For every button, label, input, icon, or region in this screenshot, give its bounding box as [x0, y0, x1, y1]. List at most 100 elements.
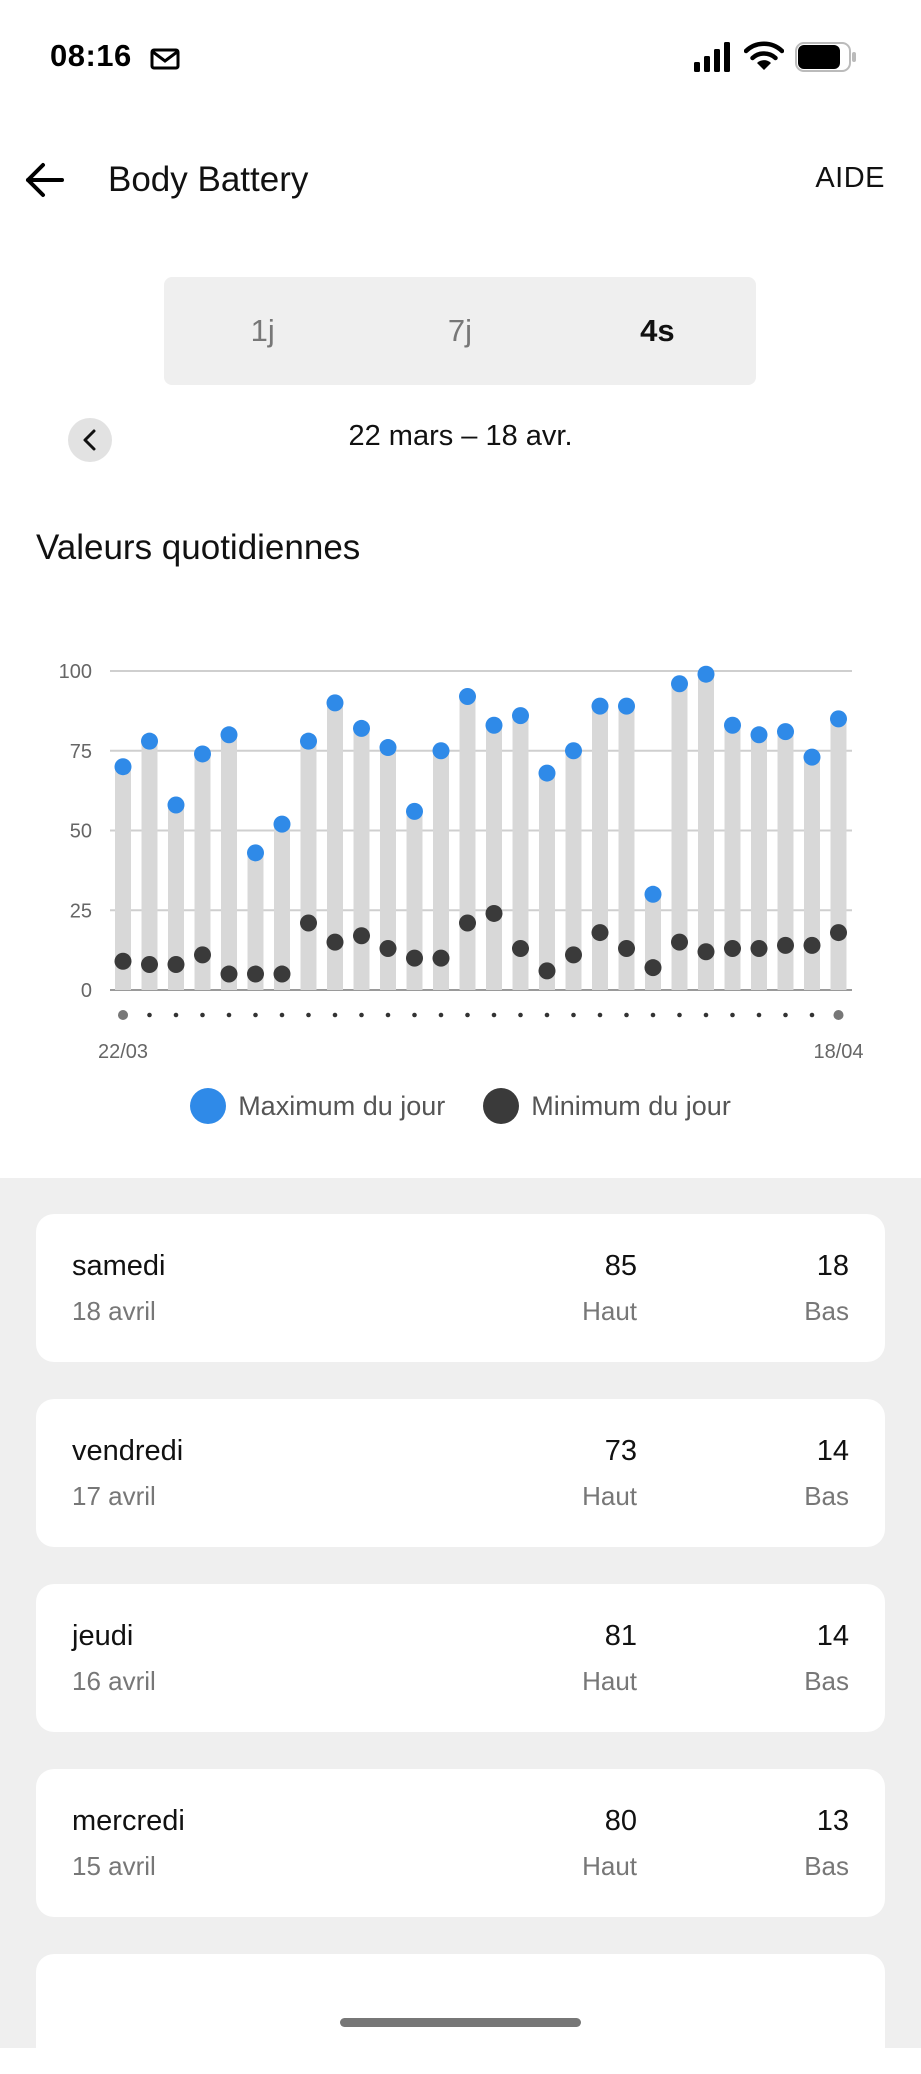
min-point [485, 904, 503, 922]
max-point [803, 748, 821, 766]
date-range: 22 mars – 18 avr. [348, 420, 573, 452]
max-point [353, 719, 370, 737]
battery-icon [795, 42, 856, 72]
y-tick-label: 25 [70, 900, 92, 922]
min-point [141, 955, 158, 973]
day-card[interactable]: vendredi 17 avril 73 Haut 14 Bas [36, 1399, 885, 1547]
max-point [485, 716, 503, 734]
x-tick-dot [518, 1012, 523, 1018]
low-label: Bas [804, 1481, 849, 1511]
min-point [671, 933, 688, 951]
min-point [114, 952, 132, 970]
min-point [300, 914, 317, 932]
max-point [432, 742, 450, 760]
day-date: 16 avril [72, 1666, 156, 1696]
x-tick-dot [118, 1010, 128, 1020]
legend-max-label: Maximum du jour [238, 1090, 446, 1121]
max-point [618, 697, 635, 715]
high-label: Haut [582, 1296, 637, 1326]
x-tick-dot [833, 1010, 844, 1020]
max-point [830, 710, 847, 728]
min-point [167, 955, 185, 973]
min-point [459, 914, 476, 932]
day-card[interactable]: jeudi 16 avril 81 Haut 14 Bas [36, 1584, 885, 1732]
max-point [777, 723, 794, 741]
range-bar [592, 706, 608, 990]
min-point [724, 940, 741, 958]
x-tick-dot [677, 1012, 682, 1018]
day-date: 15 avril [72, 1851, 156, 1881]
range-bar [141, 741, 158, 990]
range-bar [486, 725, 502, 990]
low-value: 14 [816, 1435, 849, 1467]
range-bar [698, 674, 714, 990]
min-point [777, 936, 794, 954]
x-tick-dot [597, 1012, 603, 1018]
x-tick-dot [491, 1012, 497, 1018]
day-card[interactable]: mercredi 15 avril 80 Haut 13 Bas [36, 1769, 885, 1917]
low-value: 14 [816, 1620, 849, 1652]
tab-7-days[interactable]: 7j [447, 313, 473, 348]
tab-1-day[interactable]: 1j [250, 313, 275, 348]
day-name: vendredi [72, 1435, 184, 1467]
range-bar [565, 750, 582, 990]
y-tick-label: 50 [70, 821, 92, 843]
day-date: 18 avril [72, 1296, 156, 1326]
help-button[interactable]: AIDE [815, 162, 885, 194]
x-end-label: 18/04 [813, 1041, 863, 1063]
legend-item-max: Maximum du jour [190, 1088, 445, 1124]
legend-min-label: Minimum du jour [531, 1090, 731, 1121]
max-point [512, 707, 529, 725]
x-tick-dot [359, 1012, 364, 1018]
day-card-partial[interactable] [36, 1954, 885, 2074]
range-bar [380, 747, 396, 990]
range-bar [751, 734, 767, 990]
max-point [459, 688, 476, 706]
max-point [247, 844, 264, 862]
max-point [194, 745, 211, 763]
high-label: Haut [582, 1666, 637, 1696]
high-label: Haut [582, 1851, 637, 1881]
max-point [141, 732, 158, 750]
min-point [247, 965, 264, 983]
high-value: 81 [604, 1620, 637, 1652]
x-tick-dot [385, 1012, 391, 1018]
max-point [273, 815, 291, 833]
min-point [803, 936, 821, 954]
day-card[interactable]: samedi 18 avril 85 Haut 18 Bas [36, 1214, 885, 1362]
x-tick-dot [253, 1012, 258, 1018]
x-tick-dot [730, 1012, 735, 1018]
high-value: 80 [604, 1805, 637, 1837]
low-label: Bas [804, 1851, 849, 1881]
min-point [565, 946, 582, 964]
range-bar [327, 702, 343, 990]
page-title: Body Battery [108, 160, 309, 199]
low-value: 18 [816, 1250, 849, 1282]
x-tick-dot [332, 1012, 338, 1018]
max-point [644, 885, 662, 903]
max-point [538, 764, 556, 782]
previous-period-button[interactable] [68, 418, 112, 462]
x-tick-dot [650, 1012, 656, 1018]
range-bar [300, 741, 317, 990]
back-arrow-icon[interactable] [22, 158, 66, 202]
x-tick-dot [624, 1012, 629, 1018]
high-label: Haut [582, 1481, 637, 1511]
min-point [618, 940, 635, 958]
x-tick-dot [703, 1012, 709, 1018]
section-title: Valeurs quotidiennes [36, 528, 361, 567]
day-date: 17 avril [72, 1481, 156, 1511]
min-point [697, 943, 715, 961]
min-point [591, 924, 609, 942]
range-bar [353, 728, 370, 990]
max-point [697, 665, 715, 683]
max-point [565, 742, 582, 760]
body-battery-chart: 0 25 50 75 100 22/03 18/04 [59, 661, 864, 1063]
x-tick-dot [465, 1012, 470, 1018]
x-start-label: 22/03 [98, 1041, 148, 1063]
range-bar [433, 750, 449, 990]
tab-4-weeks[interactable]: 4s [640, 313, 675, 348]
min-point [830, 924, 847, 942]
min-point [406, 949, 423, 967]
legend-item-min: Minimum du jour [483, 1088, 731, 1124]
